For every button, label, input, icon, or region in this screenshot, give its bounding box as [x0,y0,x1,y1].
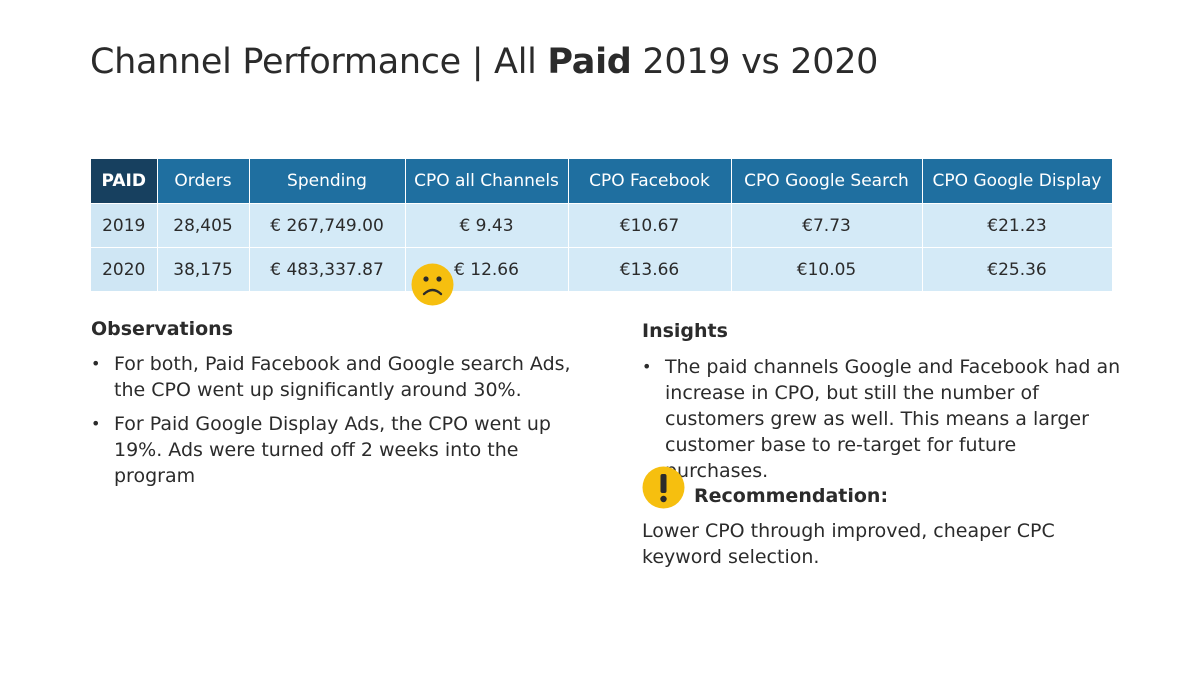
list-item: For Paid Google Display Ads, the CPO wen… [91,411,571,489]
cpo-google-display-cell: €21.23 [922,203,1113,248]
table-row: 2019 28,405 € 267,749.00 € 9.43 €10.67 €… [91,203,1113,248]
column-header-cpo-google-search: CPO Google Search [731,159,923,204]
table-header-row: PAID Orders Spending CPO all Channels CP… [91,159,1113,204]
recommendation-text: Lower CPO through improved, cheaper CPC … [642,520,1055,568]
column-header-orders: Orders [157,159,250,204]
spending-cell: € 483,337.87 [249,247,406,292]
cpo-google-search-cell: €10.05 [731,247,923,292]
year-cell: 2019 [91,203,158,248]
column-header-spending: Spending [249,159,406,204]
frowning-face-icon [411,263,454,306]
column-header-paid: PAID [91,159,158,204]
exclamation-icon [642,466,685,509]
list-item: The paid channels Google and Facebook ha… [642,354,1122,484]
column-header-cpo-google-display: CPO Google Display [922,159,1113,204]
spending-cell: € 267,749.00 [249,203,406,248]
list-item: For both, Paid Facebook and Google searc… [91,351,571,403]
cpo-facebook-cell: €10.67 [568,203,732,248]
cpo-google-display-cell: €25.36 [922,247,1113,292]
column-header-cpo-all-channels: CPO all Channels [405,159,569,204]
cpo-google-search-cell: €7.73 [731,203,923,248]
title-suffix: 2019 vs 2020 [631,42,879,82]
cpo-facebook-cell: €13.66 [568,247,732,292]
insights-heading: Insights [642,320,728,342]
insights-list: The paid channels Google and Facebook ha… [642,354,1122,492]
title-prefix: Channel Performance | All [90,42,548,82]
page-title: Channel Performance | All Paid 2019 vs 2… [90,42,878,82]
observations-heading: Observations [91,318,234,340]
orders-cell: 28,405 [157,203,250,248]
channel-performance-table: PAID Orders Spending CPO all Channels CP… [91,159,1113,292]
table-row: 2020 38,175 € 483,337.87 € 12.66 €13.66 … [91,247,1113,292]
column-header-cpo-facebook: CPO Facebook [568,159,732,204]
cpo-all-channels-cell: € 9.43 [405,203,569,248]
year-cell: 2020 [91,247,158,292]
recommendation-label: Recommendation: [694,485,889,507]
title-bold: Paid [547,42,632,82]
observations-list: For both, Paid Facebook and Google searc… [91,351,571,497]
orders-cell: 38,175 [157,247,250,292]
